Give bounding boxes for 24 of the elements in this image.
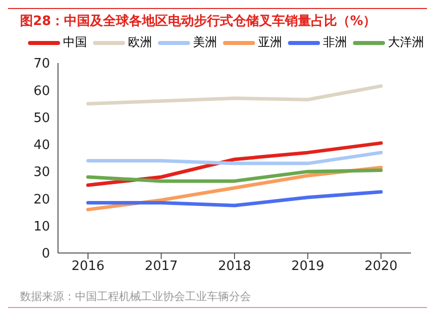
line-series bbox=[86, 84, 383, 106]
legend-label: 亚洲 bbox=[258, 34, 282, 51]
y-tick-label: 70 bbox=[33, 56, 50, 72]
legend-label: 非洲 bbox=[323, 34, 347, 51]
legend-label: 中国 bbox=[63, 34, 87, 51]
legend-label: 美洲 bbox=[193, 34, 217, 51]
legend-label: 欧洲 bbox=[128, 34, 152, 51]
legend-label: 大洋洲 bbox=[388, 34, 424, 51]
x-tick-label: 2016 bbox=[71, 259, 105, 274]
x-tick-label: 2017 bbox=[144, 259, 178, 274]
y-tick-label: 40 bbox=[33, 138, 50, 154]
x-tick-label: 2020 bbox=[364, 259, 398, 274]
x-tick-label: 2018 bbox=[218, 259, 252, 274]
y-tick-label: 20 bbox=[33, 192, 50, 208]
y-tick-label: 50 bbox=[33, 110, 50, 126]
y-tick-label: 30 bbox=[33, 165, 50, 180]
chart-title: 图28：中国及全球各地区电动步行式仓储叉车销量占比（%） bbox=[19, 12, 378, 30]
x-tick-label: 2019 bbox=[291, 259, 324, 274]
y-tick-label: 0 bbox=[42, 246, 50, 262]
line-series bbox=[86, 190, 383, 208]
source-note: 数据来源：中国工程机械工业协会工业车辆分会 bbox=[19, 289, 252, 304]
y-tick-label: 10 bbox=[33, 219, 50, 234]
y-tick-label: 60 bbox=[33, 84, 50, 99]
line-series bbox=[86, 168, 383, 183]
